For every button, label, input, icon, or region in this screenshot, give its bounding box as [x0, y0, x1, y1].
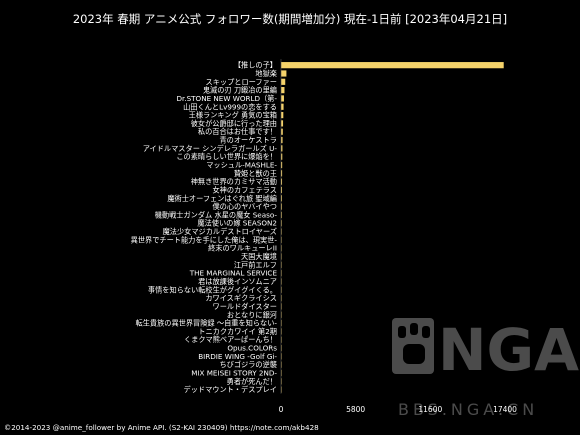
bar: [281, 178, 283, 185]
bar: [281, 145, 283, 152]
category-label: 神無き世界のカミサマ活動: [191, 177, 277, 186]
category-label: 魔法使いの嫁 SEASON2: [197, 219, 277, 228]
category-label: 青のオーケストラ: [219, 136, 277, 145]
bar: [281, 62, 504, 69]
category-label: 江戸前エルフ: [234, 260, 277, 269]
category-label: 僕の心のヤバイやつ: [212, 202, 277, 211]
category-label: トニカクカワイイ 第2期: [198, 327, 277, 336]
bar: [281, 211, 282, 219]
bar: [281, 128, 283, 135]
x-tick-label: 5800: [346, 405, 365, 414]
bar: [281, 120, 284, 127]
category-label: Dr.STONE NEW WORLD（第-: [176, 94, 277, 103]
bar: [281, 161, 283, 169]
category-label: BIRDIE WING -Golf Gi-: [198, 352, 277, 361]
category-label: 終末のワルキューレII: [208, 244, 277, 253]
watermark-main: NGA: [438, 316, 579, 384]
bar: [281, 220, 282, 227]
bar: [281, 87, 285, 94]
category-label: 地獄楽: [255, 69, 277, 78]
bar: [281, 153, 283, 160]
category-label: デッドマウント・デスプレイ: [184, 385, 277, 394]
category-label: マッシュル-MASHLE-: [206, 161, 277, 170]
category-label: ちびゴジラの逆襲: [219, 360, 277, 369]
category-label: MIX MEISEI STORY 2ND-: [191, 369, 277, 378]
bar: [281, 78, 286, 85]
category-label: 魔法少女マジカルデストロイヤーズ: [163, 227, 277, 236]
category-label: おとなりに銀河: [227, 310, 277, 319]
category-label: 勇者が死んだ！: [227, 377, 277, 386]
category-label: 鬼滅の刃 刀鍛冶の里編: [203, 86, 277, 95]
category-label: 転生貴族の異世界冒険録 ～自重を知らない-: [136, 319, 278, 328]
bar: [281, 70, 287, 77]
category-label: くまクマ熊ベアーぱーんち！: [184, 335, 277, 344]
category-label: 異世界でチート能力を手にした俺は、現実世-: [131, 235, 278, 244]
bar: [281, 111, 284, 119]
category-label: スキップとローファー: [206, 77, 277, 86]
x-tick-label: 11600: [418, 405, 442, 414]
bar: [281, 95, 284, 102]
category-label: 彼女が公爵邸に行った理由: [191, 119, 277, 128]
bar: [281, 203, 282, 210]
category-label: 機動戦士ガンダム 水星の魔女 Seaso-: [155, 210, 278, 219]
category-label: 私の百合はお仕事です！: [198, 127, 277, 136]
category-label: ワールドダイスター: [213, 302, 277, 311]
category-label: 魔術士オーフェンはぐれ旅 聖域編: [167, 194, 277, 203]
category-label: Opus.COLORs: [227, 344, 277, 353]
category-label: カワイスギクライシス: [205, 294, 277, 303]
category-label: アイドルマスター シンデレラガールズ U-: [143, 144, 278, 153]
watermark-sub: BBS.NGA.CN: [398, 400, 538, 419]
category-label: 贄姫と獣の王: [234, 169, 277, 178]
bar: [281, 228, 282, 235]
category-label: 女神のカフェテラス: [212, 185, 277, 194]
chart-title: 2023年 春期 アニメ公式 フォロワー数(期間増加分) 現在-1日前 [202…: [73, 12, 507, 26]
category-label: 山田くんとLv999の恋をする: [183, 102, 277, 111]
category-label: この素晴らしい世界に爆焔を！: [176, 152, 277, 161]
watermark-paw-icon: [392, 318, 434, 374]
x-tick-label: 17400: [493, 405, 517, 414]
bar: [281, 170, 283, 177]
watermark: NGA BBS.NGA.CN: [392, 316, 579, 419]
bar: [281, 103, 284, 110]
x-axis-ticks: 0 5800 11600 17400: [279, 59, 517, 414]
category-label: 王様ランキング 勇気の宝箱: [189, 111, 277, 120]
bar: [281, 186, 282, 194]
category-label: 君は放課後インソムニア: [198, 277, 277, 286]
category-label: 事情を知らない転校生がグイグイくる。: [148, 285, 277, 294]
bar: [281, 195, 282, 202]
category-label: THE MARGINAL SERVICE: [189, 269, 278, 278]
bar: [281, 136, 283, 144]
category-label: 【推しの子】: [234, 61, 277, 70]
category-label: 天国大魔境: [241, 252, 277, 261]
footer-credit: ©2014-2023 @anime_follower by Anime API.…: [4, 423, 319, 432]
x-tick-label: 0: [279, 405, 284, 414]
